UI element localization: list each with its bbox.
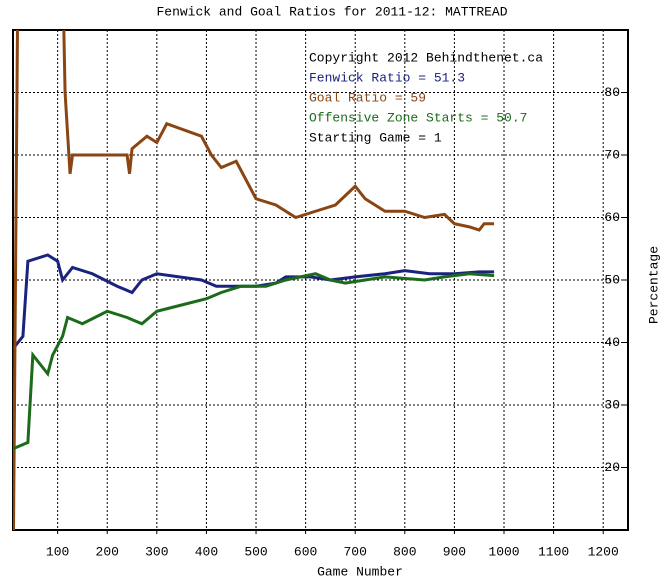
y-tick-label: 80 bbox=[604, 85, 620, 100]
y-tick-label: 40 bbox=[604, 335, 620, 350]
line-series bbox=[13, 30, 495, 530]
y-axis-label: Percentage bbox=[646, 246, 661, 324]
annotation: Copyright 2012 Behindthenet.ca bbox=[309, 50, 543, 65]
y-tick-label: 20 bbox=[604, 460, 620, 475]
annotation: Offensive Zone Starts = 50.7 bbox=[309, 110, 527, 125]
y-tick-label: 50 bbox=[604, 272, 620, 287]
y-tick-label: 30 bbox=[604, 397, 620, 412]
line-series bbox=[13, 253, 495, 350]
y-tick-label: 70 bbox=[604, 147, 620, 162]
x-tick-label: 100 bbox=[46, 544, 69, 559]
x-tick-label: 200 bbox=[96, 544, 119, 559]
x-tick-label: 1200 bbox=[588, 544, 619, 559]
annotation: Goal Ratio = 59 bbox=[309, 90, 426, 105]
annotation: Starting Game = 1 bbox=[309, 130, 442, 145]
plot-area bbox=[13, 30, 495, 530]
x-tick-label: 800 bbox=[393, 544, 416, 559]
chart-title: Fenwick and Goal Ratios for 2011-12: MAT… bbox=[156, 4, 507, 19]
x-tick-label: 1000 bbox=[488, 544, 519, 559]
x-axis-label: Game Number bbox=[317, 564, 403, 579]
x-tick-label: 500 bbox=[244, 544, 267, 559]
x-tick-label: 1100 bbox=[538, 544, 569, 559]
x-tick-label: 900 bbox=[443, 544, 466, 559]
y-tick-label: 60 bbox=[604, 210, 620, 225]
line-series bbox=[13, 272, 495, 451]
x-tick-label: 300 bbox=[145, 544, 168, 559]
plot-frame bbox=[12, 29, 629, 531]
x-tick-label: 600 bbox=[294, 544, 317, 559]
x-tick-label: 700 bbox=[344, 544, 367, 559]
x-tick-label: 400 bbox=[195, 544, 218, 559]
annotation: Fenwick Ratio = 51.3 bbox=[309, 70, 465, 85]
